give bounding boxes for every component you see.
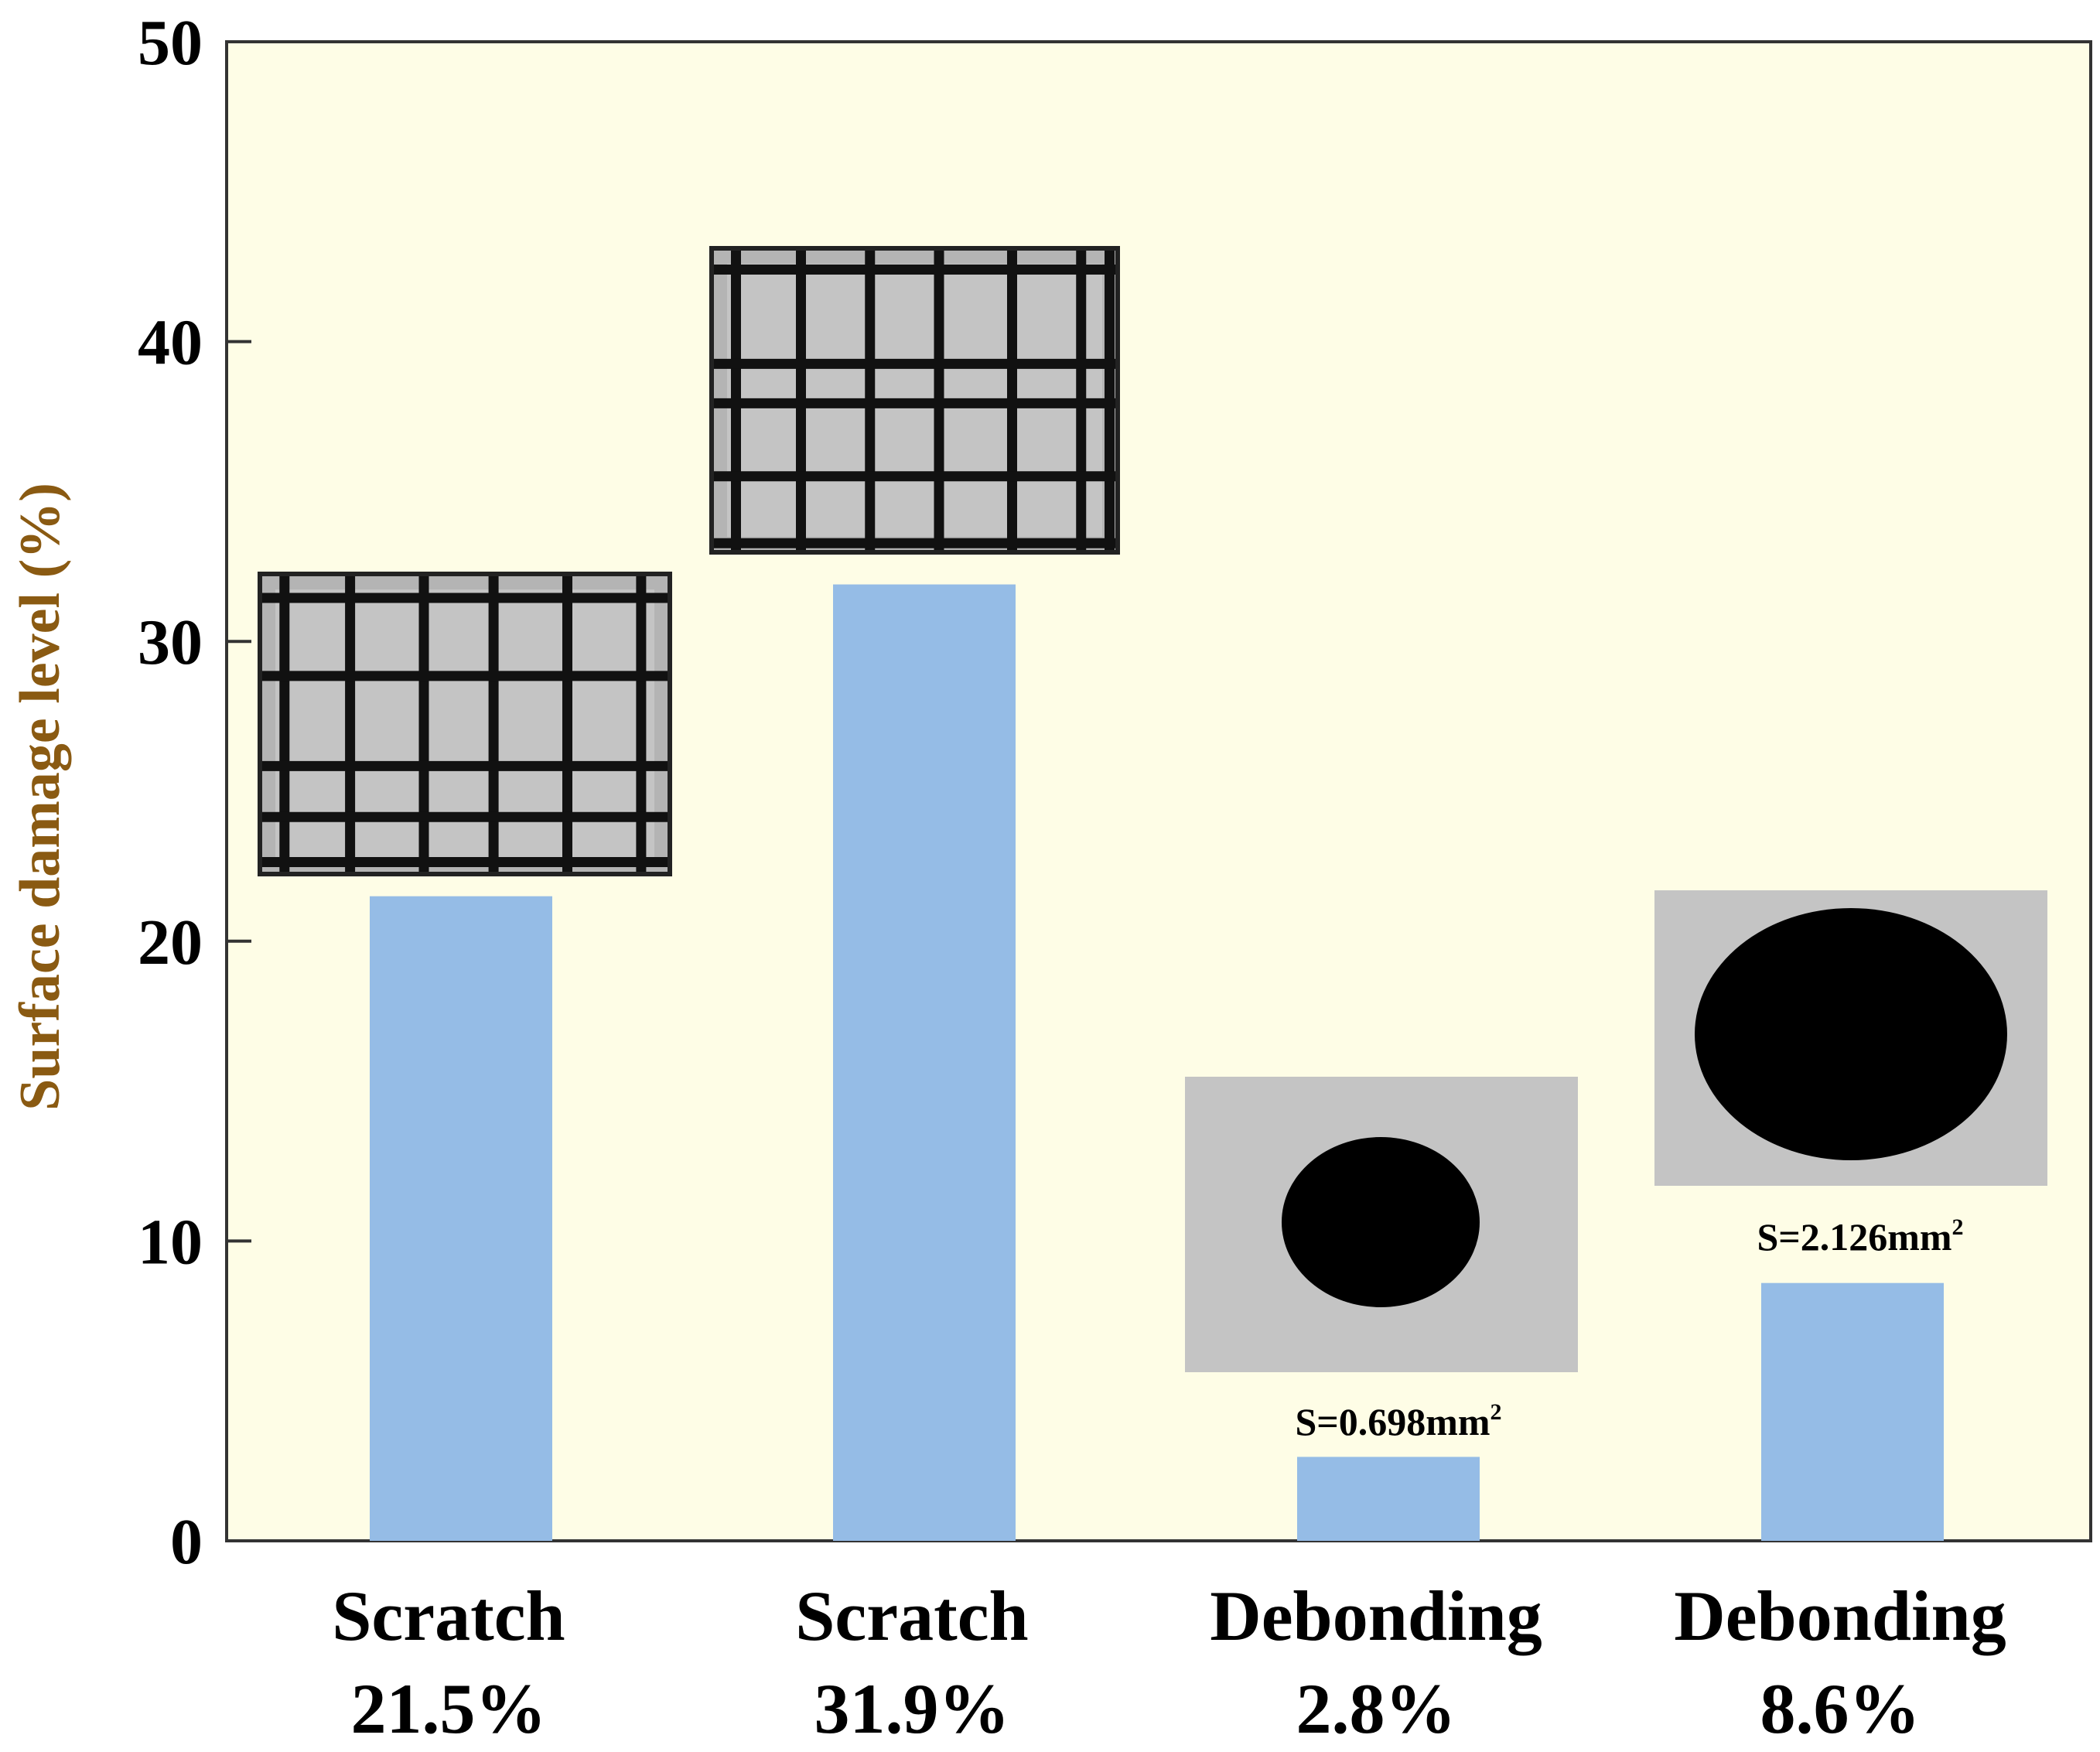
inset-border — [709, 246, 1120, 555]
debonding-inset-1 — [1185, 1077, 1578, 1372]
scratch-inset-2 — [709, 246, 1120, 555]
bar-2 — [833, 584, 1016, 1541]
category-label: Scratch — [332, 1576, 565, 1655]
category-value-label: 8.6% — [1760, 1669, 1921, 1748]
y-tick-label: 50 — [138, 7, 203, 79]
y-axis-ticks: 0 10 20 30 40 50 — [138, 7, 251, 1578]
area-annotation: S=0.698mm2 — [1295, 1399, 1501, 1443]
debonding-area-shape — [1695, 908, 2007, 1160]
bar-4 — [1761, 1282, 1944, 1541]
y-tick-label: 10 — [138, 1206, 203, 1278]
debonding-area-shape — [1282, 1137, 1480, 1307]
category-label: Debonding — [1674, 1576, 2006, 1655]
area-annotations: S=0.698mm2 S=2.126mm2 — [1295, 1214, 1963, 1443]
inset-images — [258, 246, 2047, 1372]
category-value-label: 21.5% — [351, 1669, 547, 1748]
y-tick-label: 40 — [138, 307, 203, 379]
category-label: Debonding — [1210, 1576, 1542, 1655]
inset-border — [258, 572, 672, 876]
category-value-label: 31.9% — [814, 1669, 1010, 1748]
y-tick-label: 30 — [138, 606, 203, 678]
y-tick-label: 0 — [170, 1506, 203, 1578]
category-labels: Scratch 21.5% Scratch 31.9% Debonding 2.8% Deb… — [332, 1576, 2006, 1748]
area-annotation: S=2.126mm2 — [1757, 1214, 1963, 1259]
bar-1 — [370, 896, 552, 1541]
y-axis-label: Surface damage level (%) — [9, 483, 72, 1111]
debonding-inset-2 — [1654, 890, 2047, 1186]
category-label: Scratch — [795, 1576, 1028, 1655]
category-value-label: 2.8% — [1296, 1669, 1456, 1748]
y-tick-label: 20 — [138, 907, 203, 978]
bar-3 — [1297, 1457, 1480, 1541]
bars — [370, 584, 1944, 1541]
scratch-inset-1 — [258, 572, 672, 876]
